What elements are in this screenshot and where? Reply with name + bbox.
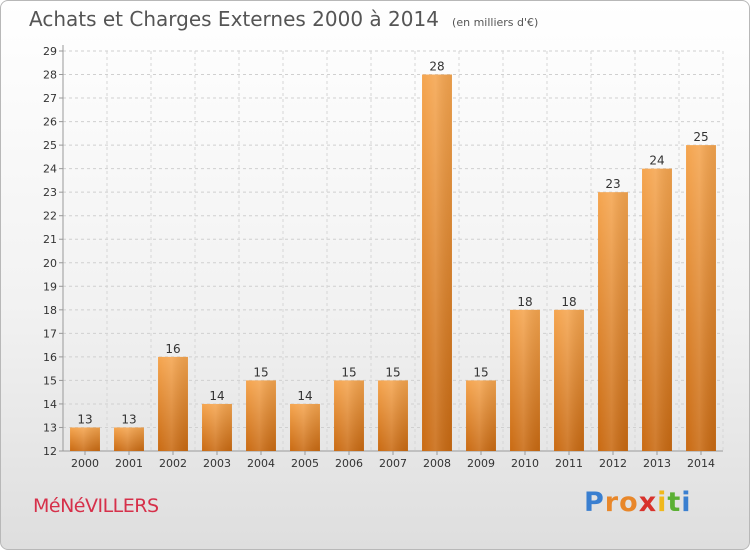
chart-title: Achats et Charges Externes 2000 à 2014 (29, 7, 439, 31)
bar-shine (202, 403, 232, 451)
data-label: 15 (385, 365, 400, 379)
y-tick-label: 28 (43, 69, 57, 82)
y-tick-label: 16 (43, 351, 57, 364)
x-tick-label: 2014 (687, 457, 715, 470)
proxiti-logo: Proxiti (584, 487, 692, 518)
y-tick-label: 22 (43, 210, 57, 223)
y-tick-label: 23 (43, 186, 57, 199)
y-tick-label: 25 (43, 139, 57, 152)
y-tick-label: 21 (43, 233, 57, 246)
place-name: MéNéVILLERS (33, 495, 159, 517)
x-tick-label: 2008 (423, 457, 451, 470)
data-label: 15 (341, 365, 356, 379)
bar-shine (290, 403, 320, 451)
x-tick-label: 2011 (555, 457, 583, 470)
y-tick-label: 29 (43, 45, 57, 58)
data-label: 13 (77, 412, 92, 426)
logo-letter: i (657, 487, 668, 518)
y-tick-label: 27 (43, 92, 57, 105)
logo-letter: x (638, 487, 658, 518)
x-tick-label: 2004 (247, 457, 275, 470)
y-tick-label: 14 (43, 398, 57, 411)
x-tick-label: 2010 (511, 457, 539, 470)
x-tick-label: 2002 (159, 457, 187, 470)
logo-letter: i (681, 487, 692, 518)
bars (70, 74, 716, 452)
logo-letter: o (619, 487, 639, 518)
bar-shine (466, 380, 496, 451)
data-label: 25 (693, 130, 708, 144)
y-tick-label: 17 (43, 327, 57, 340)
bar-shine (554, 309, 584, 451)
x-tick-label: 2013 (643, 457, 671, 470)
logo-letter: r (604, 487, 620, 518)
bar-shine (114, 427, 144, 451)
y-tick-label: 15 (43, 374, 57, 387)
data-label: 16 (165, 342, 180, 356)
y-tick-label: 19 (43, 280, 57, 293)
bar-shine (422, 74, 452, 451)
data-label: 14 (209, 389, 224, 403)
data-label: 15 (473, 365, 488, 379)
x-tick-label: 2003 (203, 457, 231, 470)
x-tick-label: 2007 (379, 457, 407, 470)
x-tick-label: 2000 (71, 457, 99, 470)
bar-shine (510, 309, 540, 451)
data-label: 18 (561, 295, 576, 309)
bar-shine (686, 145, 716, 451)
labels: 12 13 14 15 16 17 18 19 20 21 22 23 24 25 26 27 28 29 13 20… (43, 45, 715, 470)
data-label: 14 (297, 389, 312, 403)
y-tick-label: 12 (43, 445, 57, 458)
bar-shine (598, 192, 628, 452)
bar-shine (642, 168, 672, 451)
x-tick-label: 2009 (467, 457, 495, 470)
data-label: 13 (121, 412, 136, 426)
bar-shine (158, 356, 188, 451)
x-tick-label: 2001 (115, 457, 143, 470)
title-block: Achats et Charges Externes 2000 à 2014 (… (29, 7, 538, 31)
data-label: 24 (649, 154, 664, 168)
bar-shine (70, 427, 100, 451)
bar-shine (378, 380, 408, 451)
bar-shine (334, 380, 364, 451)
chart-subtitle: (en milliers d'€) (452, 16, 539, 29)
x-tick-label: 2006 (335, 457, 363, 470)
data-label: 23 (605, 177, 620, 191)
y-tick-label: 13 (43, 421, 57, 434)
data-label: 15 (253, 365, 268, 379)
data-label: 28 (429, 60, 444, 74)
data-label: 18 (517, 295, 532, 309)
logo-letter: t (667, 487, 682, 518)
bar-shine (246, 380, 276, 451)
y-tick-label: 20 (43, 257, 57, 270)
y-tick-label: 18 (43, 304, 57, 317)
y-tick-label: 24 (43, 163, 57, 176)
logo-letter: P (584, 487, 605, 518)
y-tick-label: 26 (43, 116, 57, 129)
x-tick-label: 2005 (291, 457, 319, 470)
x-tick-label: 2012 (599, 457, 627, 470)
